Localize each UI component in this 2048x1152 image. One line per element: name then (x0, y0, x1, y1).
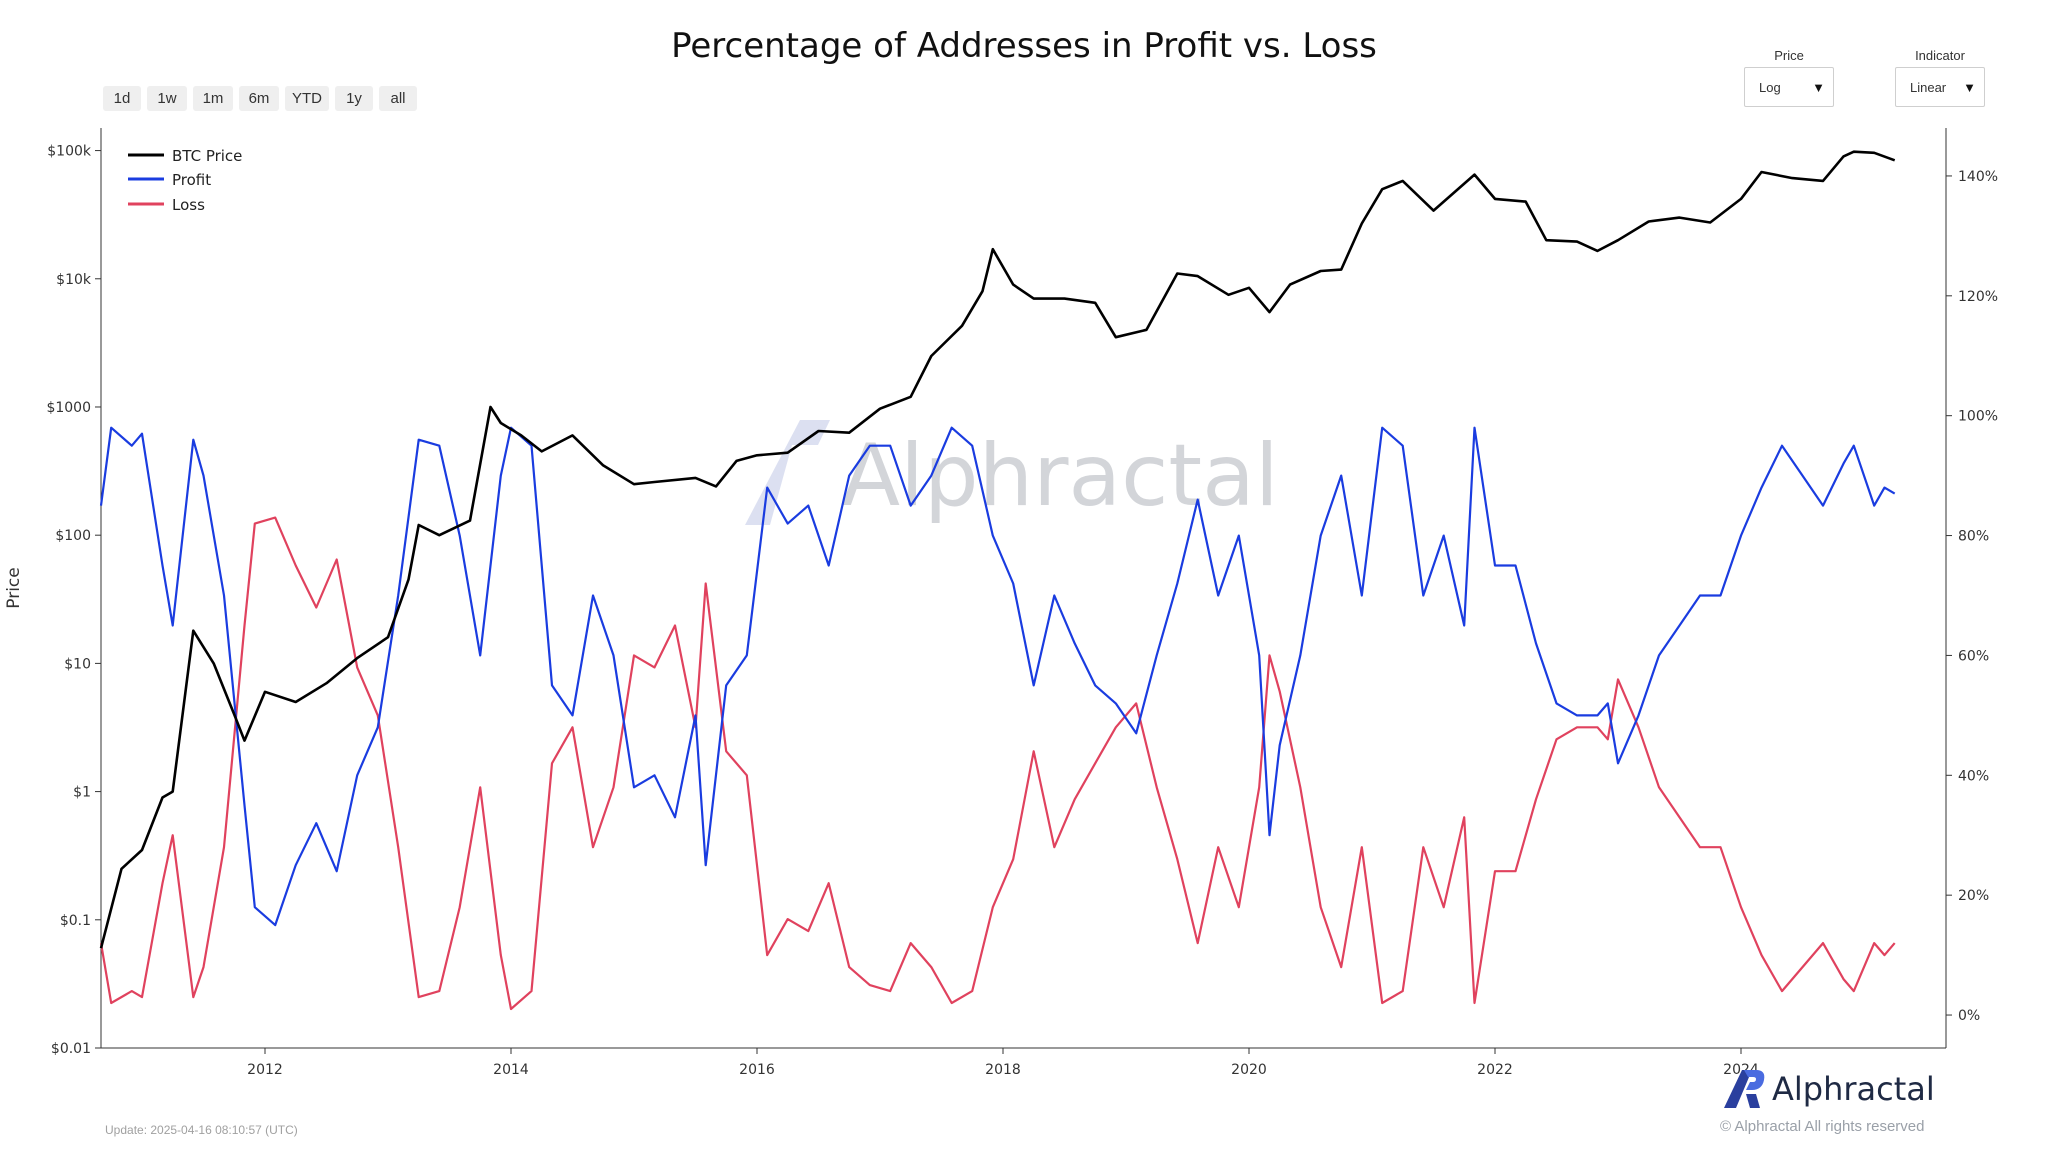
axes (100, 128, 1947, 1049)
y-tick-label: $10 (64, 656, 91, 672)
x-tick-label: 2018 (985, 1062, 1021, 1078)
loss-line (99, 516, 1896, 1011)
y2-tick-label: 140% (1958, 169, 1998, 185)
watermark-layer: Alphractal (745, 420, 1279, 526)
series-layer (99, 150, 1896, 1011)
y2-tick-label: 120% (1958, 289, 1998, 305)
indicator-scale-label: Indicator (1915, 48, 1965, 63)
y-tick-label: $10k (56, 272, 92, 288)
indicator-scale-value: Linear (1910, 79, 1947, 95)
price-scale-value: Log (1759, 79, 1781, 95)
range-1d-button[interactable]: 1d (103, 86, 141, 111)
price-scale-dropdown[interactable]: Log ▼ (1744, 67, 1834, 107)
brand-name: Alphractal (1772, 1070, 1935, 1108)
y2-tick-label: 100% (1958, 409, 1998, 425)
x-tick-label: 2016 (739, 1062, 775, 1078)
x-tick-label: 2020 (1231, 1062, 1267, 1078)
y-tick-label: $100 (55, 528, 91, 544)
legend-label-btc[interactable]: BTC Price (172, 147, 242, 165)
update-timestamp: Update: 2025-04-16 08:10:57 (UTC) (105, 1123, 298, 1137)
range-ytd-button[interactable]: YTD (285, 86, 329, 111)
y-tick-label: $1000 (46, 400, 91, 416)
right-axis-ticks: 0% 20% 40% 60% 80% 100% 120% 140% (1946, 169, 1998, 1024)
left-axis-ticks: $0.01 $0.1 $1 $10 $100 $1000 $10k $100k (46, 144, 101, 1057)
chart-title: Percentage of Addresses in Profit vs. Lo… (671, 26, 1377, 66)
caret-down-icon: ▼ (1812, 79, 1825, 95)
legend: BTC Price Profit Loss (128, 147, 242, 214)
range-selector: 1d 1w 1m 6m YTD 1y all (103, 86, 417, 111)
watermark-text: Alphractal (841, 426, 1278, 526)
y2-tick-label: 60% (1958, 648, 1989, 664)
btc-price-line (99, 150, 1896, 949)
profit-line (99, 426, 1896, 927)
legend-label-profit[interactable]: Profit (172, 171, 211, 189)
watermark-logo-icon (745, 420, 830, 525)
y2-tick-label: 20% (1958, 888, 1989, 904)
caret-down-icon: ▼ (1963, 79, 1976, 95)
y-tick-label: $1 (73, 785, 91, 801)
x-tick-label: 2014 (493, 1062, 529, 1078)
range-6m-button[interactable]: 6m (239, 86, 279, 111)
range-1m-button[interactable]: 1m (193, 86, 233, 111)
legend-label-loss[interactable]: Loss (172, 196, 205, 214)
y-axis-title: Price (4, 567, 24, 608)
y2-tick-label: 40% (1958, 768, 1989, 784)
alphractal-logo-icon (1724, 1070, 1765, 1108)
y-tick-label: $0.1 (60, 913, 91, 929)
y-tick-label: $0.01 (51, 1041, 91, 1057)
x-tick-label: 2012 (247, 1062, 283, 1078)
y-tick-label: $100k (47, 144, 92, 160)
x-axis-ticks: 2012 2014 2016 2018 2020 2022 2024 (247, 1048, 1759, 1078)
y2-tick-label: 0% (1958, 1008, 1980, 1024)
indicator-scale-dropdown[interactable]: Linear ▼ (1895, 67, 1985, 107)
price-scale-control: Price Log ▼ (1744, 48, 1834, 107)
price-scale-label: Price (1774, 48, 1804, 63)
y2-tick-label: 80% (1958, 529, 1989, 545)
range-1y-button[interactable]: 1y (335, 86, 373, 111)
range-1w-button[interactable]: 1w (147, 86, 187, 111)
indicator-scale-control: Indicator Linear ▼ (1895, 48, 1985, 107)
x-tick-label: 2022 (1477, 1062, 1513, 1078)
copyright-text: © Alphractal All rights reserved (1720, 1118, 1925, 1135)
range-all-button[interactable]: all (379, 86, 417, 111)
brand-logo: Alphractal (1722, 1068, 1935, 1110)
